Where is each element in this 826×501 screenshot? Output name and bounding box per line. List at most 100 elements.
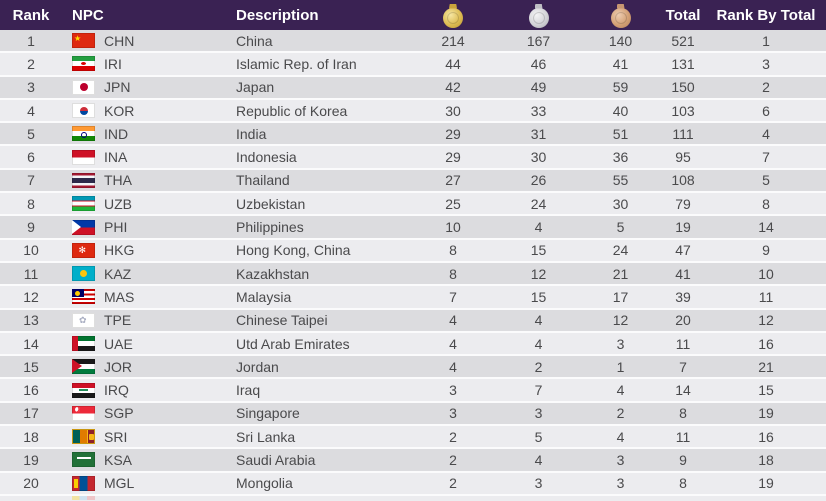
bronze-count: 4 [616,382,625,399]
table-row: 11 KAZ Kazakhstan 8 12 21 41 10 [0,262,826,285]
bronze-count: 59 [612,79,629,96]
country-name: Indonesia [236,149,297,166]
silver-count: 4 [534,312,543,329]
country-name: Japan [236,79,275,96]
rank-by-total-cell: 16 [758,335,774,352]
gold-count: 2 [449,428,457,445]
table-row: 6 INA Indonesia 29 30 36 95 7 [0,146,826,168]
flag-iri-icon [72,56,95,72]
bronze-count: 21 [612,265,629,282]
gold-count: 10 [445,219,461,236]
flag-irq-icon [72,382,95,398]
bronze-count: 55 [612,172,629,189]
npc-cell: MAS [62,286,230,307]
npc-code: IND [104,125,129,142]
table-row: 18 SRI Sri Lanka 2 5 4 11 16 [0,426,826,448]
flag-kor-icon [72,103,95,119]
npc-cell: SRI [62,426,230,447]
rank-by-total-cell: 7 [762,149,770,166]
rank-by-total-cell: 1 [762,32,770,49]
table-row: 8 UZB Uzbekistan 25 24 30 79 8 [0,193,826,215]
total-count: 47 [675,242,691,259]
npc-cell: PHI [62,216,230,237]
country-name: Uzbekistan [236,195,306,212]
rank-cell: 17 [23,405,39,422]
gold-count: 3 [449,405,457,422]
gold-count: 2 [449,451,457,468]
table-row: 2 IRI Islamic Rep. of Iran 44 46 41 131 … [0,53,826,75]
country-name: Singapore [236,405,300,422]
npc-cell: JPN [62,77,230,98]
country-name: China [236,32,273,49]
rank-by-total-cell: 6 [762,102,770,119]
silver-count: 46 [530,55,547,72]
flag-tpe-icon [72,312,95,328]
rank-by-total-cell: 8 [762,195,770,212]
silver-count: 15 [530,288,547,305]
bronze-count: 3 [616,451,625,468]
npc-cell: KAZ [62,263,230,284]
rank-cell: 20 [23,475,39,492]
rank-cell: 8 [27,195,35,212]
rank-cell: 10 [23,242,39,259]
silver-count: 167 [526,32,551,49]
table-row: 1 CHN China 214 167 140 521 1 [0,30,826,52]
country-name: Philippines [236,219,304,236]
rank-cell: 6 [27,149,35,166]
npc-code: CHN [104,32,135,49]
column-header-description: Description [236,6,319,24]
silver-count: 30 [530,149,547,166]
total-count: 9 [679,451,687,468]
npc-code: TPE [104,312,132,329]
silver-count: 3 [534,405,543,422]
bronze-count: 5 [616,219,625,236]
gold-count: 4 [449,312,457,329]
country-name: Chinese Taipei [236,312,328,329]
npc-code: JOR [104,358,132,375]
npc-code: INA [104,149,128,166]
total-count: 14 [675,382,691,399]
silver-count: 26 [530,172,547,189]
rank-cell: 2 [27,55,35,72]
flag-uae-icon [72,336,95,351]
rank-by-total-cell: 18 [758,451,774,468]
country-name: Thailand [236,172,290,189]
rank-cell: 12 [23,288,39,305]
npc-cell: KSA [62,449,230,470]
table-row: 15 JOR Jordan 4 2 1 7 21 [0,356,826,378]
silver-count: 15 [530,242,547,259]
npc-code: UZB [104,195,132,212]
npc-cell: INA [62,146,230,167]
total-count: 111 [672,125,694,142]
rank-by-total-cell: 9 [762,242,770,259]
npc-code: MAS [104,288,135,305]
table-row: 20 MGL Mongolia 2 3 3 8 19 [0,472,826,494]
silver-count: 4 [534,451,543,468]
total-count: 20 [675,312,691,329]
npc-code: PHI [104,219,128,236]
silver-count: 12 [530,265,547,282]
country-name: Hong Kong, China [236,242,351,259]
total-count: 39 [675,288,691,305]
gold-count: 2 [449,475,457,492]
rank-by-total-cell: 21 [758,358,774,375]
total-count: 521 [671,32,695,49]
total-count: 108 [671,172,695,189]
table-row: 19 KSA Saudi Arabia 2 4 3 9 18 [0,449,826,471]
npc-cell: TPE [62,310,230,331]
table-row: 12 MAS Malaysia 7 15 17 39 11 [0,286,826,308]
gold-count: 7 [449,288,457,305]
npc-code: KAZ [104,265,132,282]
bronze-count: 41 [612,55,629,72]
total-count: 103 [671,102,695,119]
flag-uzb-icon [72,196,95,212]
npc-cell: IRQ [62,379,230,400]
total-count: 7 [679,358,687,375]
country-name: India [236,125,267,142]
bronze-count: 40 [612,102,629,119]
total-count: 150 [671,79,695,96]
flag-kaz-icon [72,266,95,282]
npc-code: SGP [104,405,134,422]
rank-cell: 3 [27,79,35,96]
